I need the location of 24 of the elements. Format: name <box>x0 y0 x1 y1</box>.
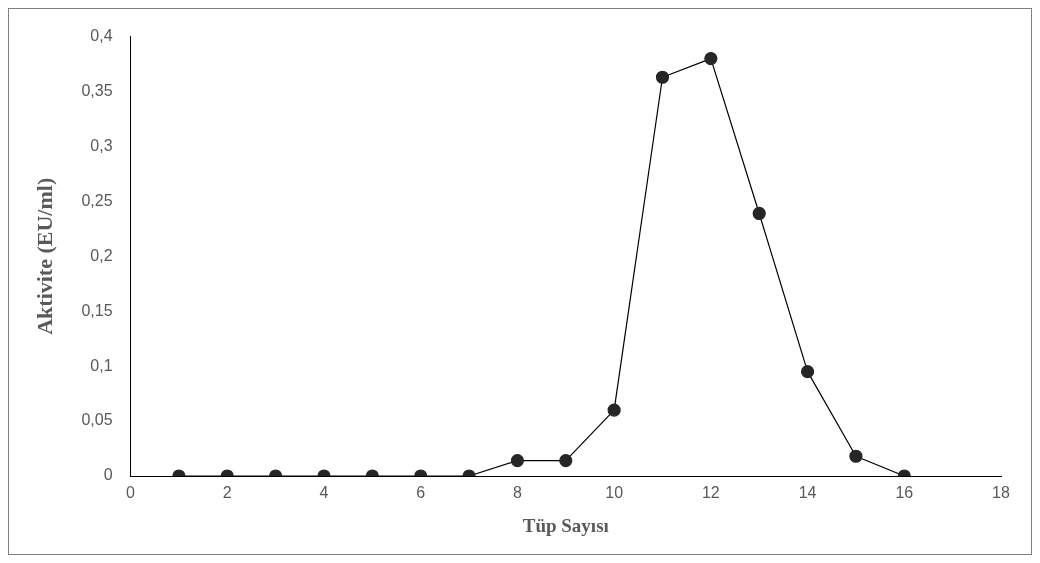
y-tick-label: 0,1 <box>90 356 113 374</box>
point <box>752 206 766 221</box>
y-axis-title: Aktivite (EU/ml) <box>31 177 57 335</box>
y-tick-label: 0,15 <box>81 301 113 319</box>
x-tick-label: 16 <box>895 484 914 502</box>
x-tick-label: 18 <box>992 484 1010 502</box>
x-tick-label: 10 <box>605 484 624 502</box>
y-tick-label: 0,4 <box>90 27 113 45</box>
y-tick-label: 0,35 <box>81 81 113 99</box>
x-axis-title: Tüp Sayısı <box>522 514 609 536</box>
point <box>704 51 718 66</box>
x-tick-label: 6 <box>416 484 426 502</box>
x-tick-label: 4 <box>319 484 329 502</box>
y-tick-label: 0,2 <box>90 246 113 264</box>
x-tick-label: 2 <box>222 484 232 502</box>
y-tick-label: 0 <box>103 466 113 484</box>
x-tick-label: 0 <box>126 484 136 502</box>
y-tick-label: 0,05 <box>81 411 113 429</box>
x-tick-label: 12 <box>701 484 720 502</box>
y-tick-label: 0,3 <box>90 136 113 154</box>
point <box>655 70 670 84</box>
y-tick-label: 0,25 <box>81 191 113 209</box>
x-tick-label: 8 <box>512 484 522 502</box>
x-tick-label: 14 <box>798 484 817 502</box>
